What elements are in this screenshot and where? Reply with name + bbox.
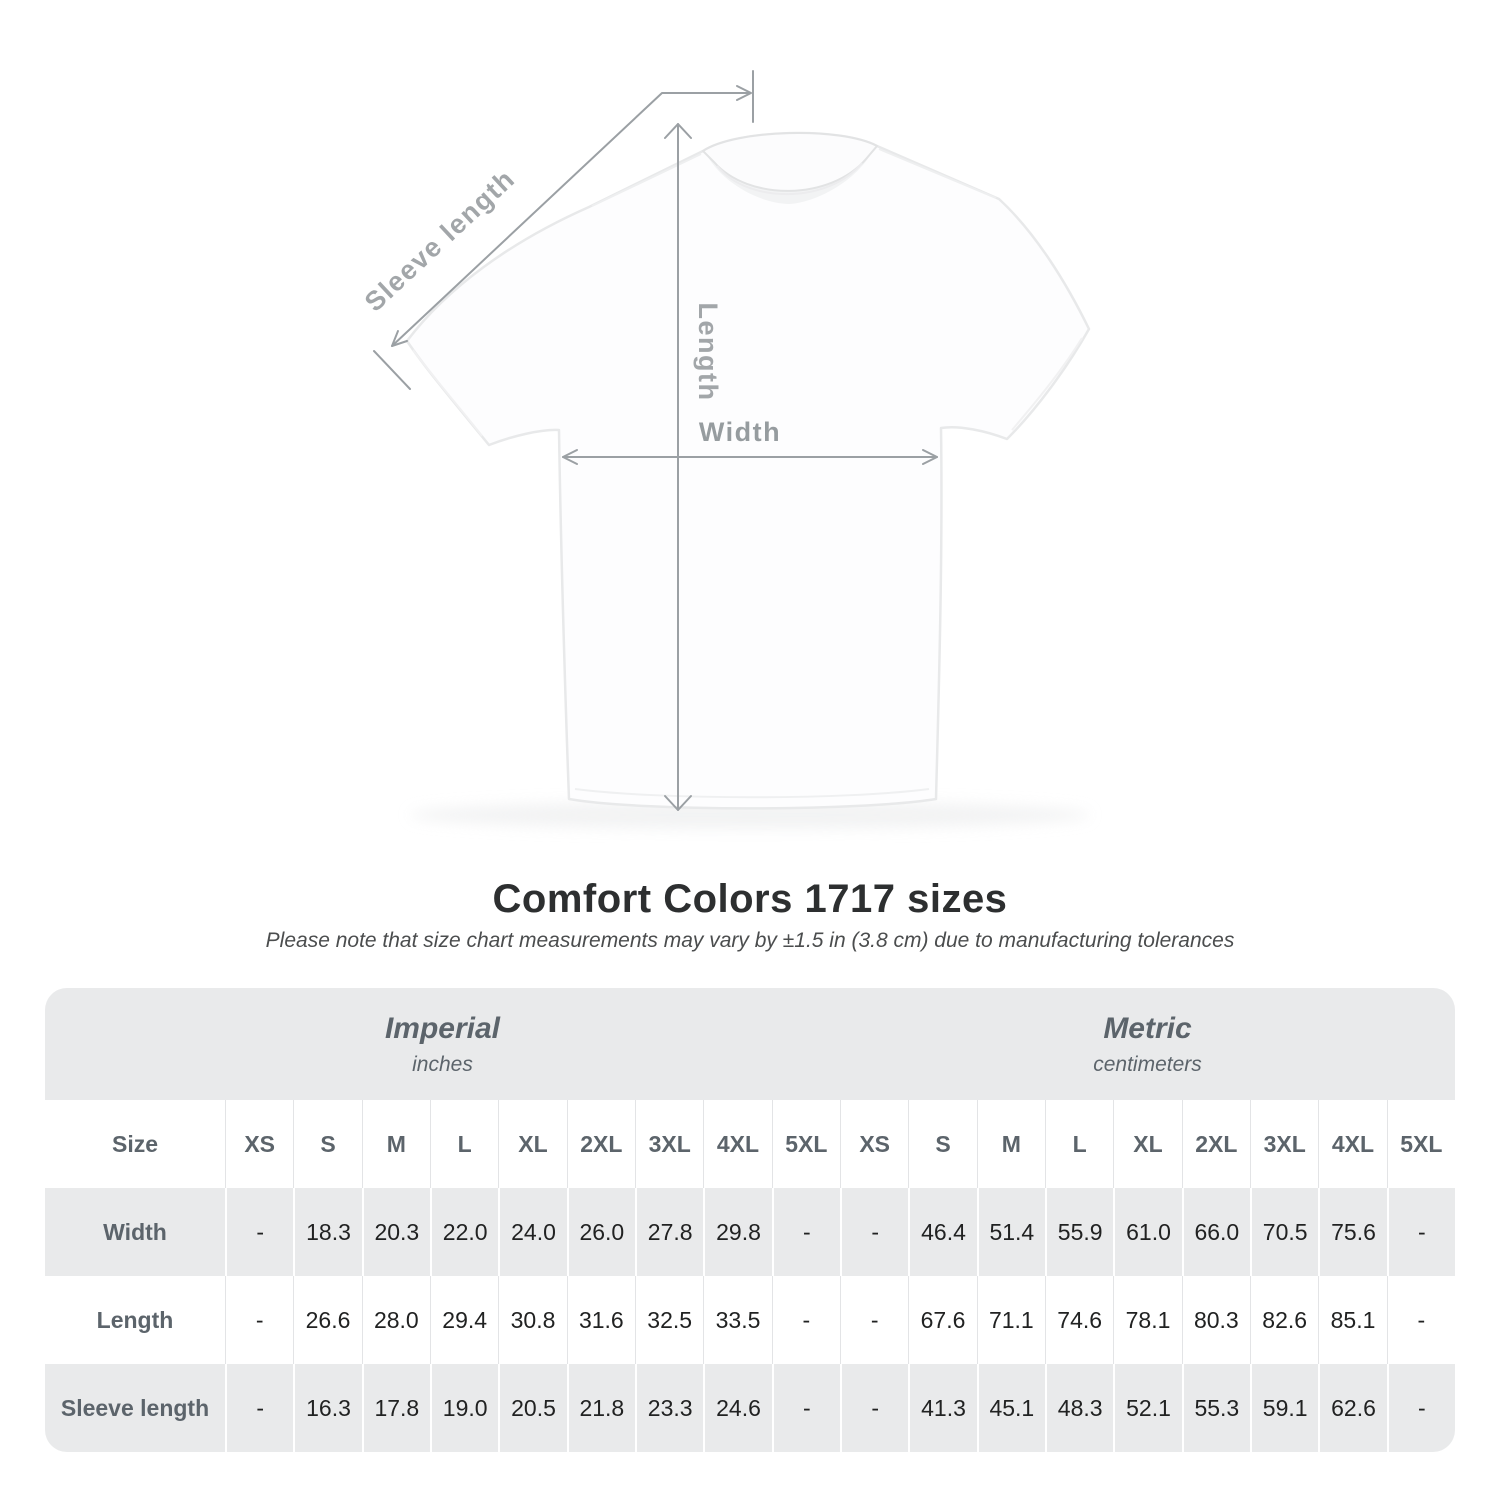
tolerance-note: Please note that size chart measurements… bbox=[265, 929, 1235, 952]
size-header-metric-4xl: 4XL bbox=[1318, 1100, 1387, 1188]
sleeve-length-metric-value: - bbox=[840, 1364, 909, 1452]
length-arrow bbox=[664, 123, 692, 811]
width-metric-value: 75.6 bbox=[1318, 1188, 1387, 1276]
unit-header-band: Imperial inches Metric centimeters bbox=[45, 988, 1455, 1100]
length-metric-value: 85.1 bbox=[1318, 1276, 1387, 1364]
size-header-imperial-5xl: 5XL bbox=[771, 1100, 840, 1188]
row-label-sleeve-length: Sleeve length bbox=[45, 1364, 225, 1452]
width-metric-value: 66.0 bbox=[1181, 1188, 1250, 1276]
size-grid: Size XS S M L XL 2XL 3XL 4XL 5XL XS S M L XL 2XL 3XL 4XL 5… bbox=[45, 1100, 1455, 1452]
sleeve-length-metric-value: 55.3 bbox=[1181, 1364, 1250, 1452]
page-title: Comfort Colors 1717 sizes bbox=[492, 877, 1008, 921]
imperial-group-header: Imperial inches bbox=[45, 988, 840, 1100]
sleeve-length-metric-value: - bbox=[1386, 1364, 1455, 1452]
sleeve-length-imperial-value: 23.3 bbox=[635, 1364, 704, 1452]
sleeve-length-imperial-value: 21.8 bbox=[566, 1364, 635, 1452]
size-header-metric-xs: XS bbox=[840, 1100, 909, 1188]
sleeve-length-imperial-value: 16.3 bbox=[293, 1364, 362, 1452]
sleeve-length-imperial-value: - bbox=[225, 1364, 294, 1452]
width-imperial-value: 18.3 bbox=[293, 1188, 362, 1276]
sleeve-length-metric-value: 48.3 bbox=[1045, 1364, 1114, 1452]
width-imperial-value: 20.3 bbox=[361, 1188, 430, 1276]
tshirt-diagram: Sleeve length Length Width bbox=[359, 70, 1091, 829]
sleeve-length-arrow bbox=[373, 70, 754, 390]
shirt-shadow bbox=[410, 801, 1090, 829]
width-metric-value: 55.9 bbox=[1045, 1188, 1114, 1276]
size-header-imperial-l: L bbox=[430, 1100, 499, 1188]
tshirt-image: Sleeve length Length Width bbox=[359, 70, 1091, 829]
length-imperial-value: - bbox=[225, 1276, 294, 1364]
sleeve-length-metric-value: 41.3 bbox=[908, 1364, 977, 1452]
sleeve-length-metric-value: 52.1 bbox=[1113, 1364, 1182, 1452]
size-column-header: Size bbox=[45, 1100, 225, 1188]
metric-group-header: Metric centimeters bbox=[840, 988, 1455, 1100]
width-imperial-value: 26.0 bbox=[566, 1188, 635, 1276]
width-metric-value: 61.0 bbox=[1113, 1188, 1182, 1276]
width-label: Width bbox=[699, 417, 781, 447]
width-metric-value: - bbox=[1386, 1188, 1455, 1276]
length-imperial-value: 32.5 bbox=[635, 1276, 704, 1364]
imperial-label: Imperial bbox=[384, 1011, 501, 1045]
sleeve-length-metric-value: 59.1 bbox=[1250, 1364, 1319, 1452]
width-imperial-value: - bbox=[225, 1188, 294, 1276]
length-imperial-value: 31.6 bbox=[566, 1276, 635, 1364]
size-header-metric-l: L bbox=[1045, 1100, 1114, 1188]
size-header-imperial-xl: XL bbox=[498, 1100, 567, 1188]
width-imperial-value: 22.0 bbox=[430, 1188, 499, 1276]
size-header-metric-3xl: 3XL bbox=[1250, 1100, 1319, 1188]
length-label: Length bbox=[693, 303, 723, 402]
size-header-imperial-4xl: 4XL bbox=[703, 1100, 772, 1188]
width-imperial-value: - bbox=[771, 1188, 840, 1276]
length-metric-value: 80.3 bbox=[1181, 1276, 1250, 1364]
size-header-imperial-xs: XS bbox=[225, 1100, 294, 1188]
length-metric-value: 74.6 bbox=[1045, 1276, 1114, 1364]
length-imperial-value: - bbox=[771, 1276, 840, 1364]
width-metric-value: 51.4 bbox=[976, 1188, 1045, 1276]
sleeve-length-imperial-value: 24.6 bbox=[703, 1364, 772, 1452]
size-header-metric-m: M bbox=[976, 1100, 1045, 1188]
sleeve-length-imperial-value: 17.8 bbox=[361, 1364, 430, 1452]
sleeve-length-imperial-value: 20.5 bbox=[498, 1364, 567, 1452]
width-arrow bbox=[562, 449, 938, 465]
length-metric-value: - bbox=[840, 1276, 909, 1364]
width-imperial-value: 27.8 bbox=[635, 1188, 704, 1276]
length-metric-value: 78.1 bbox=[1113, 1276, 1182, 1364]
sleeve-length-metric-value: 62.6 bbox=[1318, 1364, 1387, 1452]
width-metric-value: - bbox=[840, 1188, 909, 1276]
metric-unit-label: centimeters bbox=[1093, 1052, 1202, 1076]
size-header-imperial-s: S bbox=[293, 1100, 362, 1188]
size-header-imperial-m: M bbox=[361, 1100, 430, 1188]
size-header-imperial-3xl: 3XL bbox=[635, 1100, 704, 1188]
row-label-length: Length bbox=[45, 1276, 225, 1364]
length-imperial-value: 33.5 bbox=[703, 1276, 772, 1364]
length-metric-value: - bbox=[1386, 1276, 1455, 1364]
length-imperial-value: 28.0 bbox=[361, 1276, 430, 1364]
size-table: Imperial inches Metric centimeters Size X… bbox=[45, 988, 1455, 1452]
sleeve-length-metric-value: 45.1 bbox=[976, 1364, 1045, 1452]
size-header-imperial-2xl: 2XL bbox=[566, 1100, 635, 1188]
length-metric-value: 71.1 bbox=[976, 1276, 1045, 1364]
width-imperial-value: 24.0 bbox=[498, 1188, 567, 1276]
length-imperial-value: 30.8 bbox=[498, 1276, 567, 1364]
sleeve-length-imperial-value: 19.0 bbox=[430, 1364, 499, 1452]
length-metric-value: 82.6 bbox=[1250, 1276, 1319, 1364]
size-header-metric-xl: XL bbox=[1113, 1100, 1182, 1188]
width-imperial-value: 29.8 bbox=[703, 1188, 772, 1276]
imperial-unit-label: inches bbox=[412, 1052, 473, 1076]
size-header-metric-5xl: 5XL bbox=[1386, 1100, 1455, 1188]
width-metric-value: 70.5 bbox=[1250, 1188, 1319, 1276]
row-label-width: Width bbox=[45, 1188, 225, 1276]
width-metric-value: 46.4 bbox=[908, 1188, 977, 1276]
length-imperial-value: 29.4 bbox=[430, 1276, 499, 1364]
length-metric-value: 67.6 bbox=[908, 1276, 977, 1364]
tshirt-graphic bbox=[405, 131, 1091, 810]
size-header-metric-s: S bbox=[908, 1100, 977, 1188]
sleeve-length-imperial-value: - bbox=[771, 1364, 840, 1452]
size-header-metric-2xl: 2XL bbox=[1181, 1100, 1250, 1188]
collar-band bbox=[701, 132, 879, 192]
length-imperial-value: 26.6 bbox=[293, 1276, 362, 1364]
metric-label: Metric bbox=[1103, 1011, 1192, 1045]
